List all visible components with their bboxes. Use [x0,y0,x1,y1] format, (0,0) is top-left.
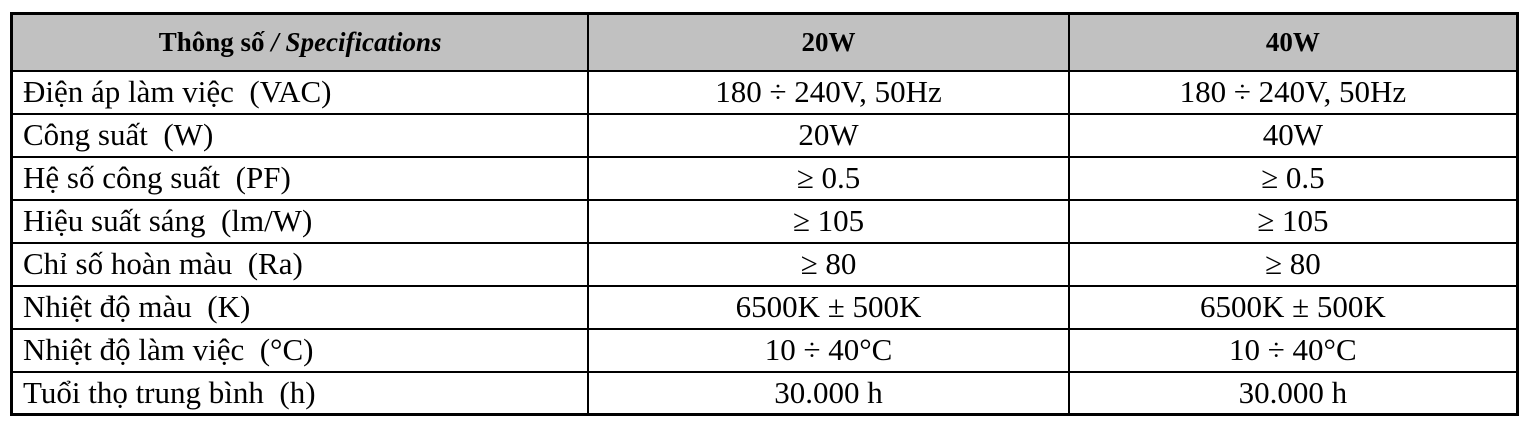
spec-label: Hệ số công suất (PF) [10,155,590,201]
specifications-table: Thông số / Specifications 20W 40W Điện á… [10,12,1519,416]
spec-label: Tuổi thọ trung bình (h) [10,370,590,416]
spec-label: Hiệu suất sáng (lm/W) [10,198,590,244]
spec-label: Chỉ số hoàn màu (Ra) [10,241,590,287]
spec-label: Nhiệt độ màu (K) [10,284,590,330]
spec-value-20w: 30.000 h [587,370,1070,416]
table-row-luminous-efficacy: Hiệu suất sáng (lm/W) ≥ 105 ≥ 105 [10,198,1519,244]
spec-value-20w: 10 ÷ 40°C [587,327,1070,373]
spec-value-40w: ≥ 80 [1067,241,1519,287]
spec-value-40w: 30.000 h [1067,370,1519,416]
header-row: Thông số / Specifications 20W 40W [10,12,1519,72]
specifications-table-container: Thông số / Specifications 20W 40W Điện á… [10,12,1519,416]
table-row-average-lifetime: Tuổi thọ trung bình (h) 30.000 h 30.000 … [10,370,1519,416]
spec-value-20w: ≥ 0.5 [587,155,1070,201]
spec-value-40w: 180 ÷ 240V, 50Hz [1067,69,1519,115]
spec-value-20w: 6500K ± 500K [587,284,1070,330]
spec-value-40w: 6500K ± 500K [1067,284,1519,330]
table-row-power-factor: Hệ số công suất (PF) ≥ 0.5 ≥ 0.5 [10,155,1519,201]
spec-value-40w: ≥ 0.5 [1067,155,1519,201]
table-row-color-rendering: Chỉ số hoàn màu (Ra) ≥ 80 ≥ 80 [10,241,1519,287]
table-row-color-temperature: Nhiệt độ màu (K) 6500K ± 500K 6500K ± 50… [10,284,1519,330]
spec-value-40w: ≥ 105 [1067,198,1519,244]
header-specifications: Thông số / Specifications [10,12,590,72]
spec-value-20w: 180 ÷ 240V, 50Hz [587,69,1070,115]
spec-value-20w: ≥ 80 [587,241,1070,287]
header-20w: 20W [587,12,1070,72]
table-row-power: Công suất (W) 20W 40W [10,112,1519,158]
header-specifications-en: / Specifications [271,26,442,57]
table-row-operating-temperature: Nhiệt độ làm việc (°C) 10 ÷ 40°C 10 ÷ 40… [10,327,1519,373]
spec-value-20w: ≥ 105 [587,198,1070,244]
spec-value-40w: 40W [1067,112,1519,158]
header-40w: 40W [1067,12,1519,72]
spec-value-20w: 20W [587,112,1070,158]
spec-label: Điện áp làm việc (VAC) [10,69,590,115]
table-row-voltage: Điện áp làm việc (VAC) 180 ÷ 240V, 50Hz … [10,69,1519,115]
spec-label: Công suất (W) [10,112,590,158]
spec-label: Nhiệt độ làm việc (°C) [10,327,590,373]
header-specifications-vi: Thông số [158,26,272,57]
spec-value-40w: 10 ÷ 40°C [1067,327,1519,373]
